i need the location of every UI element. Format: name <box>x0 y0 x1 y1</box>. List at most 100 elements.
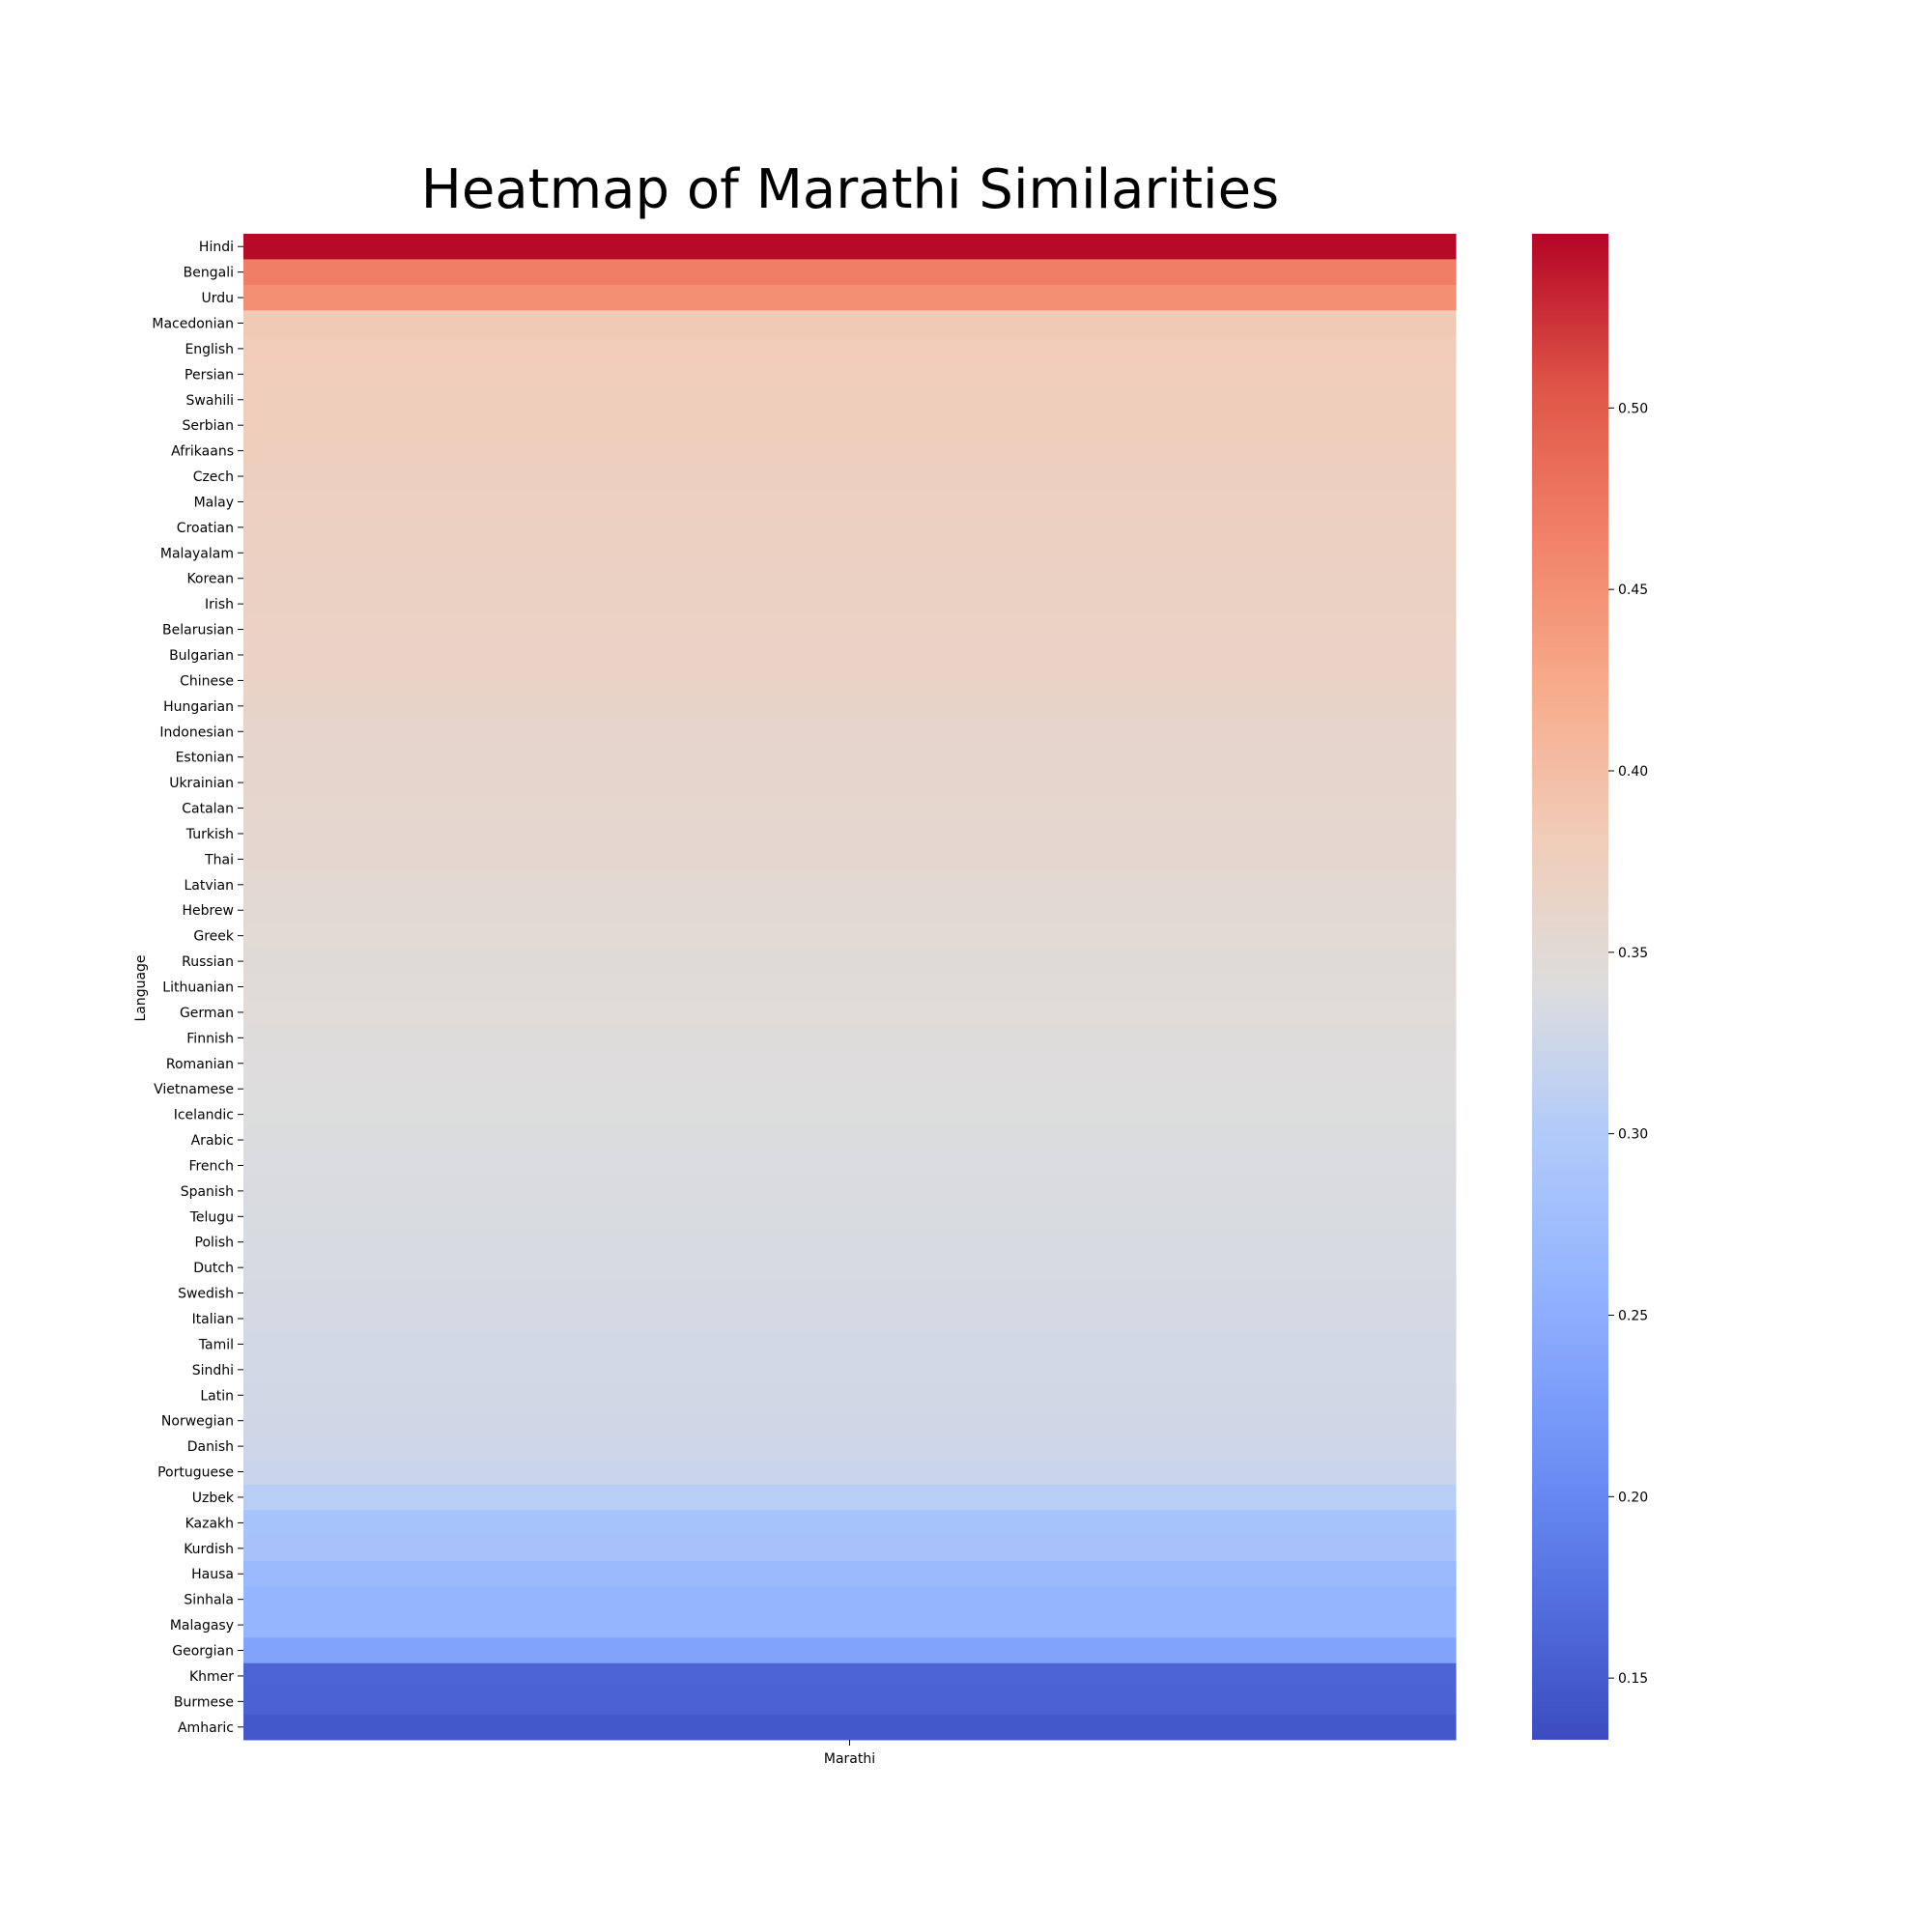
heatmap-cell <box>243 1050 1457 1077</box>
row-tick-label: Italian <box>192 1312 234 1327</box>
row-tick-label: Ukrainian <box>169 776 234 791</box>
heatmap-cell <box>243 744 1457 771</box>
heatmap-cell <box>243 1510 1457 1537</box>
row-tick-label: Urdu <box>201 291 234 306</box>
row-tick-label: Sindhi <box>192 1363 234 1378</box>
heatmap-cell <box>243 1433 1457 1460</box>
row-tick-label: Swahili <box>186 393 234 409</box>
row-tick-label: Latin <box>200 1388 234 1404</box>
row-tick-label: Hindi <box>199 240 234 255</box>
heatmap-cell <box>243 1459 1457 1486</box>
row-tick-label: Macedonian <box>152 316 234 331</box>
heatmap-cell <box>243 1254 1457 1281</box>
colorbar-tick-label: 0.15 <box>1618 1671 1648 1687</box>
heatmap-cell <box>243 1662 1457 1690</box>
row-tick-label: Thai <box>204 852 234 867</box>
colorbar-tick-label: 0.50 <box>1618 401 1648 416</box>
heatmap-cell <box>243 693 1457 720</box>
row-tick-label: Malayalam <box>160 546 234 561</box>
colorbar-tick-label: 0.25 <box>1618 1308 1648 1323</box>
heatmap-cell <box>243 1586 1457 1613</box>
row-tick-label: Polish <box>195 1236 234 1251</box>
row-tick-label: Hebrew <box>182 903 234 919</box>
row-tick-label: Catalan <box>182 802 234 817</box>
row-tick-label: Kazakh <box>185 1516 234 1531</box>
row-tick-label: Bulgarian <box>169 648 234 664</box>
row-tick-label: Dutch <box>193 1261 234 1276</box>
heatmap-cell <box>243 361 1457 388</box>
row-tick-label: Persian <box>185 367 234 383</box>
heatmap-cell <box>243 1714 1457 1741</box>
heatmap-cell <box>243 871 1457 898</box>
row-tick-label: Amharic <box>178 1720 234 1736</box>
heatmap-cells <box>243 234 1457 1741</box>
row-tick-label: Indonesian <box>159 724 234 740</box>
row-tick-label: German <box>180 1006 234 1021</box>
heatmap-cell <box>243 1484 1457 1511</box>
row-tick-label: Afrikaans <box>171 444 234 460</box>
row-tick-label: Russian <box>182 954 234 970</box>
row-tick-label: Hungarian <box>163 699 234 715</box>
row-tick-label: Irish <box>205 597 234 612</box>
heatmap-cell <box>243 514 1457 541</box>
row-tick-label: Icelandic <box>174 1108 234 1123</box>
heatmap-cell <box>243 897 1457 923</box>
heatmap-cell <box>243 1280 1457 1307</box>
row-tick-labels: Hindi Bengali Urdu Macedonian English Persian… <box>152 240 243 1736</box>
heatmap-cell <box>243 999 1457 1026</box>
heatmap-cell <box>243 1126 1457 1153</box>
heatmap-cell <box>243 1101 1457 1128</box>
row-tick-label: French <box>188 1158 234 1174</box>
heatmap-cell <box>243 1204 1457 1231</box>
heatmap-cell <box>243 438 1457 465</box>
heatmap-cell <box>243 1637 1457 1664</box>
colorbar-tick-label: 0.20 <box>1618 1490 1648 1505</box>
heatmap-cell <box>243 335 1457 362</box>
row-tick-label: Lithuanian <box>162 980 234 996</box>
heatmap-cell <box>243 616 1457 643</box>
y-axis-label: Language <box>133 954 149 1021</box>
heatmap-cell <box>243 540 1457 567</box>
row-tick-label: Finnish <box>186 1031 234 1046</box>
heatmap-cell <box>243 641 1457 668</box>
row-tick-label: Georgian <box>172 1644 234 1660</box>
row-tick-label: Hausa <box>191 1567 234 1582</box>
colorbar-tick-label: 0.30 <box>1618 1127 1648 1143</box>
heatmap-cell <box>243 948 1457 975</box>
heatmap-cell <box>243 668 1457 695</box>
chart-title: Heatmap of Marathi Similarities <box>421 158 1279 221</box>
heatmap-cell <box>243 1407 1457 1435</box>
row-tick-label: Croatian <box>177 521 234 536</box>
row-tick-label: Latvian <box>185 878 235 894</box>
heatmap-cell <box>243 769 1457 796</box>
heatmap-cell <box>243 259 1457 286</box>
heatmap-cell <box>243 1178 1457 1205</box>
row-tick-label: Romanian <box>166 1057 234 1072</box>
colorbar-tick-label: 0.40 <box>1618 764 1648 780</box>
row-tick-label: Sinhala <box>184 1593 234 1608</box>
heatmap-cell <box>243 1229 1457 1256</box>
row-tick-label: Burmese <box>174 1694 234 1710</box>
row-tick-label: Malagasy <box>170 1618 234 1634</box>
heatmap-cell <box>243 386 1457 413</box>
column-tick-label: Marathi <box>824 1751 875 1767</box>
row-tick-label: Kurdish <box>184 1542 234 1557</box>
colorbar-tick-label: 0.45 <box>1618 582 1648 598</box>
heatmap-cell <box>243 1535 1457 1562</box>
row-tick-label: Khmer <box>189 1669 234 1685</box>
heatmap-cell <box>243 974 1457 1001</box>
heatmap-cell <box>243 1305 1457 1332</box>
heatmap-cell <box>243 1356 1457 1383</box>
heatmap-cell <box>243 719 1457 745</box>
heatmap-cell <box>243 590 1457 617</box>
row-tick-label: Vietnamese <box>154 1082 234 1097</box>
row-tick-label: Greek <box>193 929 235 945</box>
row-tick-label: Norwegian <box>161 1414 234 1430</box>
row-tick-label: Bengali <box>184 266 234 281</box>
heatmap-cell <box>243 1561 1457 1587</box>
heatmap-cell <box>243 412 1457 439</box>
row-tick-label: Danish <box>187 1439 234 1455</box>
heatmap-cell <box>243 489 1457 516</box>
row-tick-label: Swedish <box>178 1287 234 1302</box>
